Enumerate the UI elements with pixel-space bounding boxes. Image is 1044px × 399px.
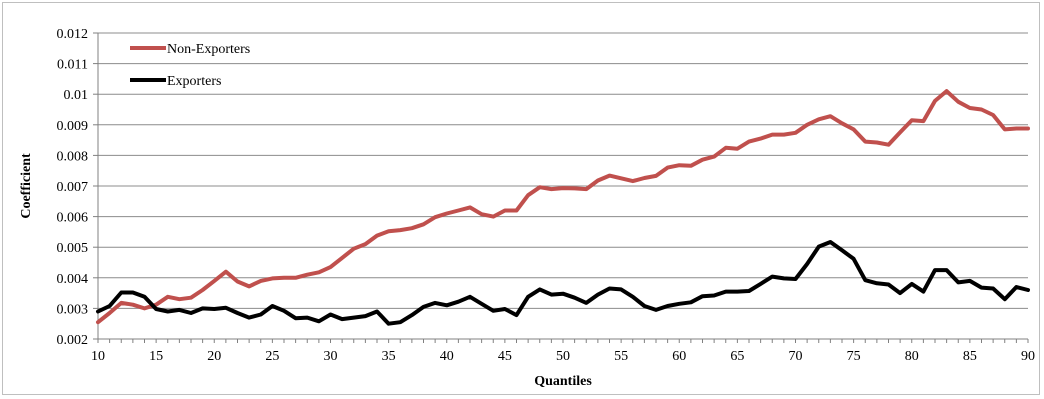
- x-tick-label: 85: [963, 349, 977, 364]
- x-tick-label: 65: [730, 349, 744, 364]
- x-tick-label: 15: [149, 349, 163, 364]
- series-line-non-exporters: [96, 89, 1030, 325]
- y-tick-label: 0.005: [57, 241, 89, 256]
- y-tick-label: 0.01: [64, 88, 89, 103]
- y-tick-label: 0.006: [57, 211, 89, 226]
- y-tick-label: 0.009: [57, 119, 89, 134]
- y-tick-label: 0.012: [57, 27, 89, 42]
- y-tick-label: 0.003: [57, 302, 89, 317]
- x-tick-label: 10: [91, 349, 105, 364]
- axes: [93, 32, 1029, 343]
- y-tick-label: 0.002: [57, 333, 89, 348]
- y-tick-label: 0.004: [57, 272, 89, 287]
- x-tick-label: 75: [847, 349, 861, 364]
- x-tick-label: 55: [614, 349, 628, 364]
- x-tick-label: 50: [556, 349, 570, 364]
- legend-label: Exporters: [167, 74, 221, 89]
- x-tick-label: 70: [789, 349, 803, 364]
- series-lines: [96, 89, 1030, 326]
- x-tick-label: 35: [382, 349, 396, 364]
- legend: Non-Exporters Exporters: [130, 42, 250, 89]
- x-tick-label: 25: [265, 349, 279, 364]
- x-tick-label: 80: [905, 349, 919, 364]
- series-line-exporters: [96, 240, 1030, 326]
- y-axis-title: Coefficient: [19, 153, 34, 219]
- y-tick-label: 0.007: [57, 180, 89, 195]
- x-tick-label: 20: [207, 349, 221, 364]
- y-tick-label: 0.011: [57, 58, 88, 73]
- tick-labels: 0.002 0.003 0.004 0.005 0.006 0.007 0.008 0.009…: [57, 27, 1036, 364]
- x-tick-label: 90: [1021, 349, 1035, 364]
- x-axis-title: Quantiles: [534, 374, 592, 389]
- x-tick-label: 45: [498, 349, 512, 364]
- chart-frame: [2, 2, 1040, 395]
- x-tick-label: 30: [324, 349, 338, 364]
- legend-label: Non-Exporters: [167, 42, 250, 57]
- x-tick-label: 60: [672, 349, 686, 364]
- x-tick-label: 40: [440, 349, 454, 364]
- y-tick-label: 0.008: [57, 149, 89, 164]
